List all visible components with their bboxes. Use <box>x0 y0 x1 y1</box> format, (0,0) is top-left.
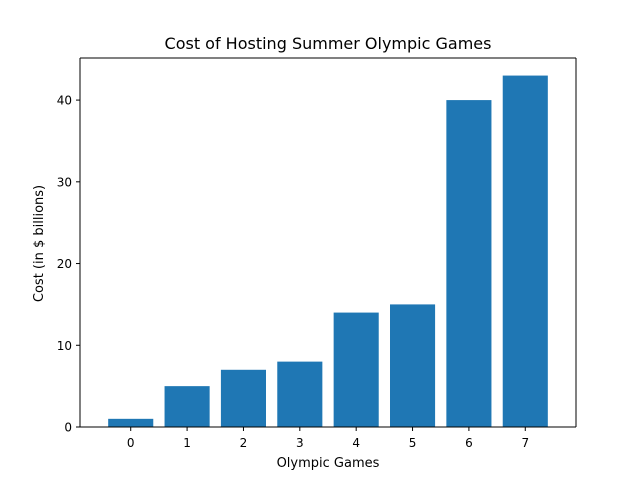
x-tick-label-7: 7 <box>521 436 529 450</box>
bar-1 <box>164 386 210 427</box>
bar-2 <box>220 369 266 427</box>
bar-7 <box>502 75 548 427</box>
y-tick-label-10: 10 <box>57 339 72 353</box>
chart-title: Cost of Hosting Summer Olympic Games <box>165 34 492 53</box>
x-tick-label-6: 6 <box>465 436 473 450</box>
bar-5 <box>390 304 436 427</box>
y-tick-label-30: 30 <box>57 175 72 189</box>
y-tick-label-40: 40 <box>57 94 72 108</box>
x-axis-label: Olympic Games <box>277 456 380 471</box>
y-tick-label-20: 20 <box>57 257 72 271</box>
x-tick-label-2: 2 <box>240 436 248 450</box>
x-tick-label-0: 0 <box>127 436 135 450</box>
plot-area: 0 1 2 3 4 5 6 7 0 10 20 30 40 <box>57 57 577 450</box>
x-tick-label-3: 3 <box>296 436 304 450</box>
x-tick-label-1: 1 <box>183 436 191 450</box>
bar-3 <box>277 361 323 427</box>
y-axis-label: Cost (in $ billions) <box>32 185 47 302</box>
x-tick-label-5: 5 <box>409 436 417 450</box>
bar-6 <box>446 100 492 427</box>
bar-4 <box>333 312 379 427</box>
x-tick-label-4: 4 <box>352 436 360 450</box>
bar-0 <box>108 418 154 427</box>
y-tick-label-0: 0 <box>64 421 72 435</box>
